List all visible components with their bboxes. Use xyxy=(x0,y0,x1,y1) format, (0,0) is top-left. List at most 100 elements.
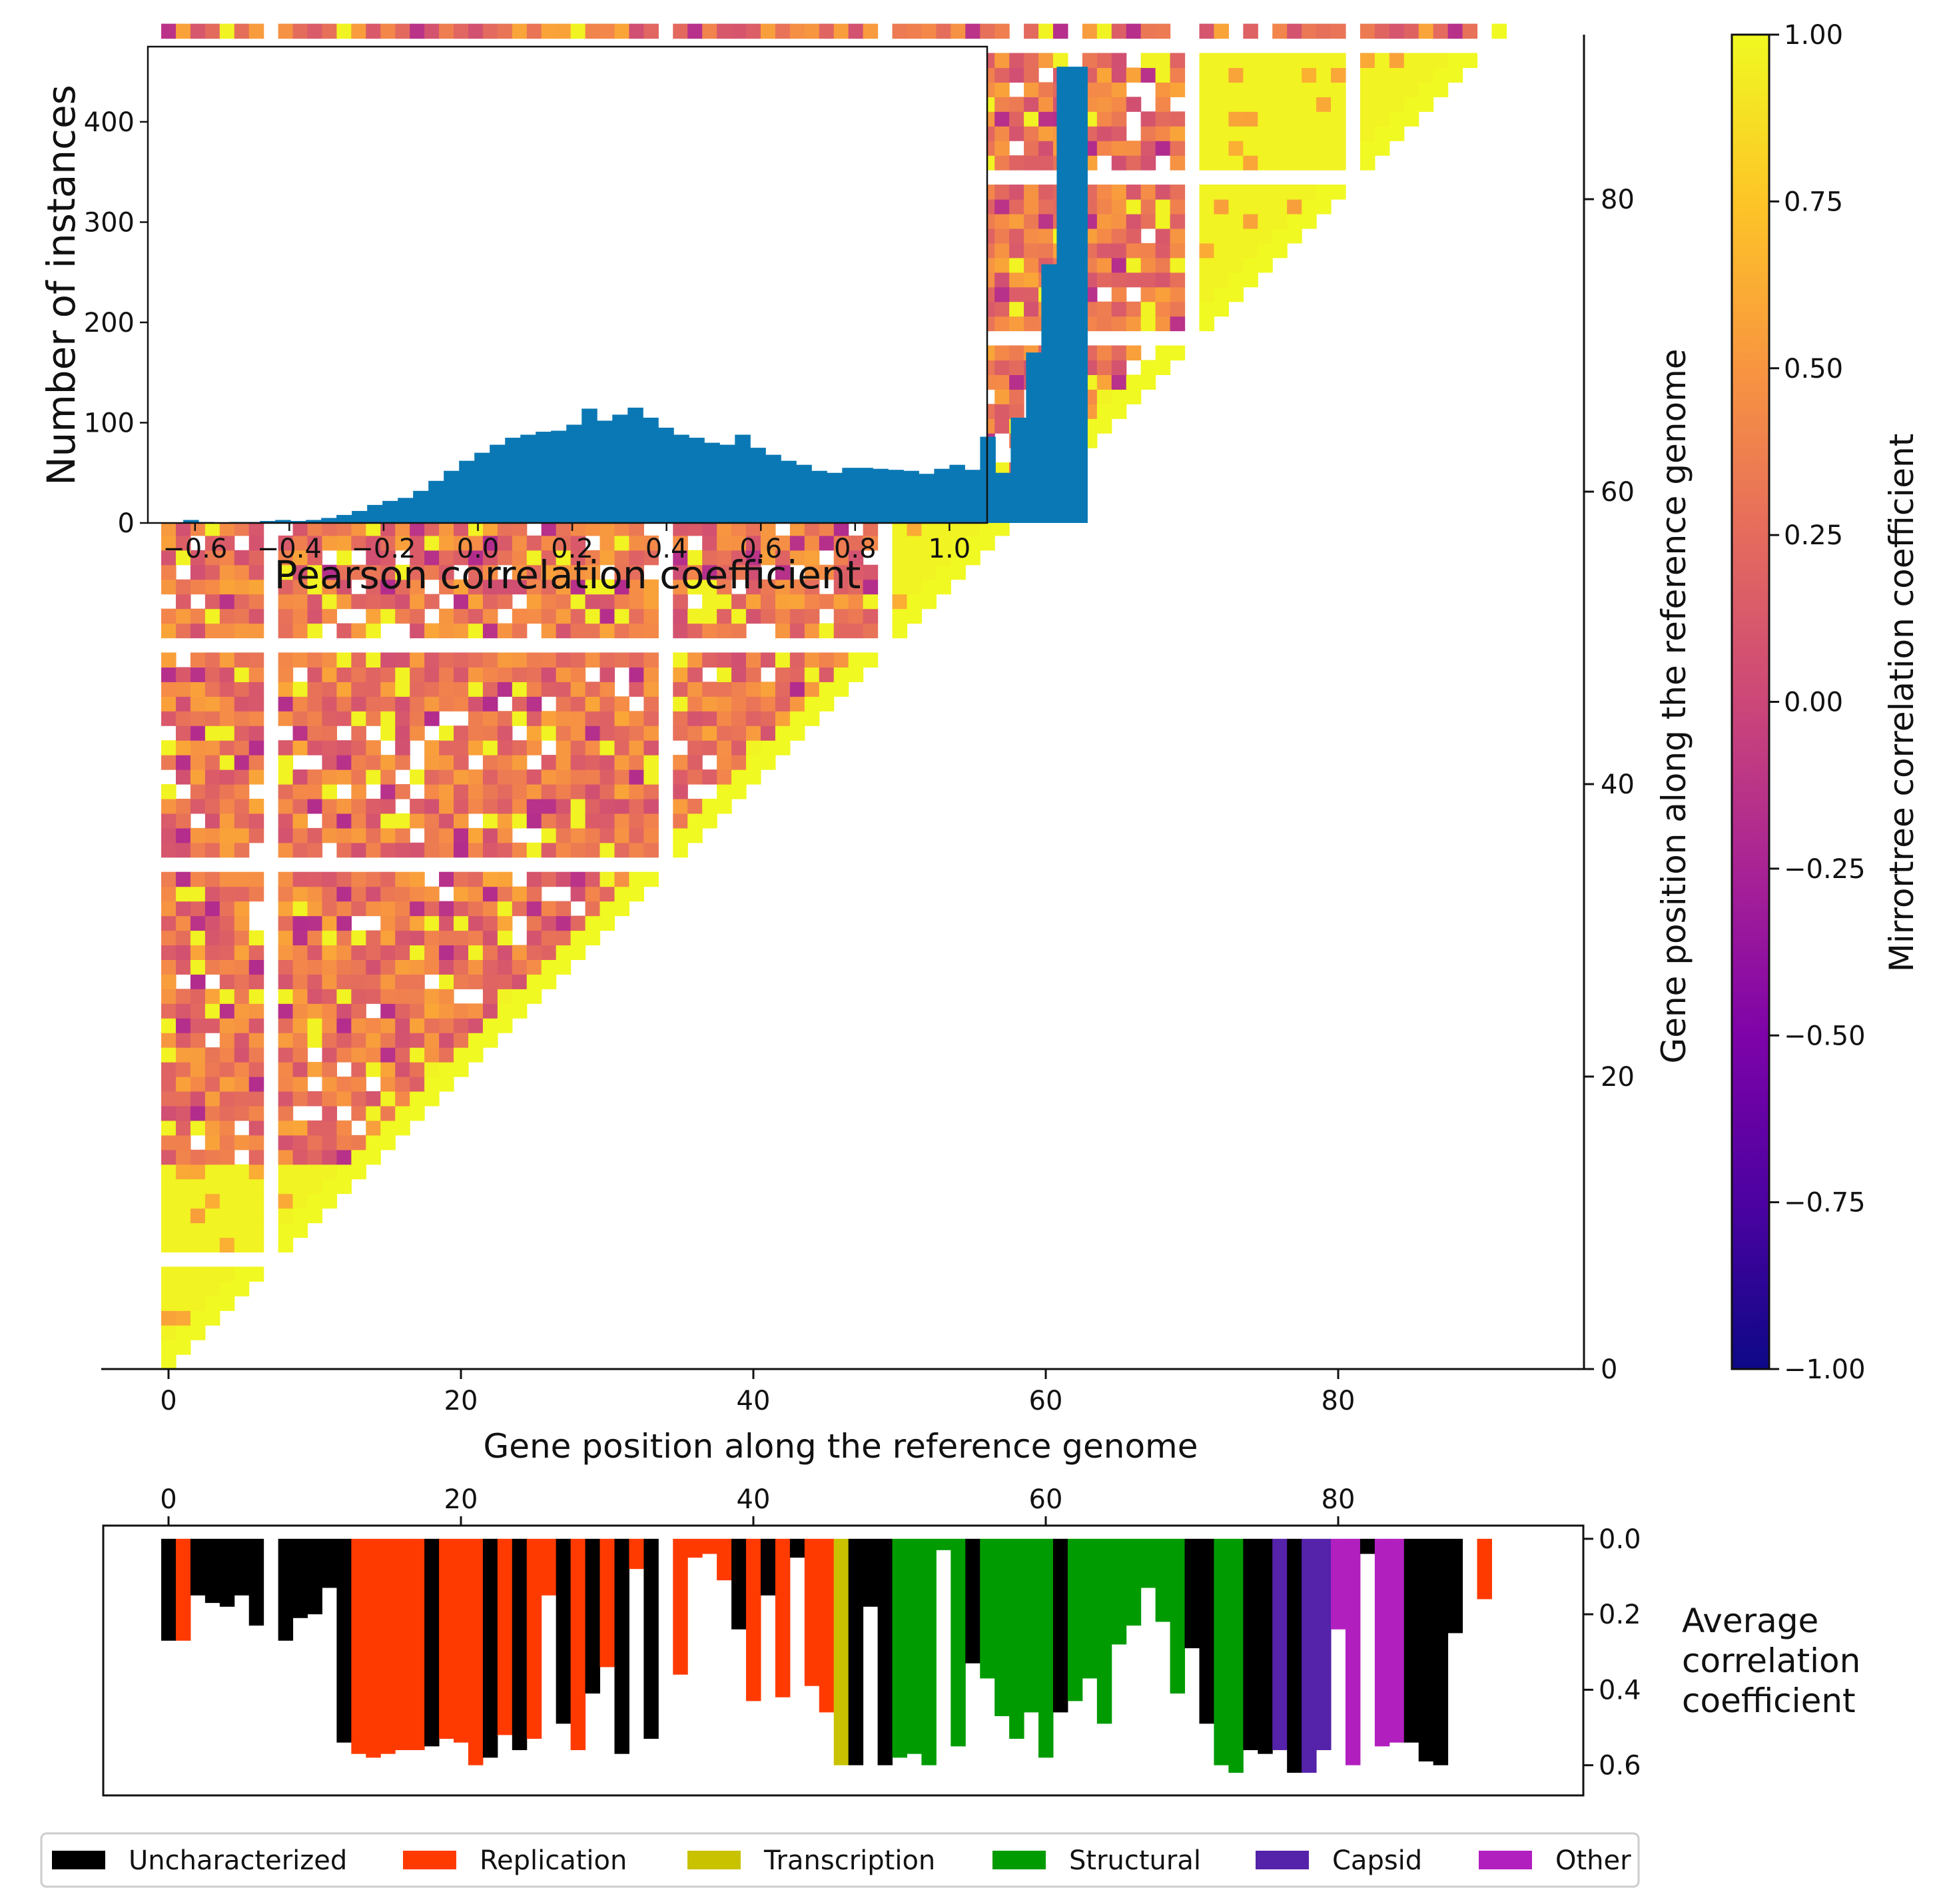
heatmap-cell xyxy=(439,520,454,536)
heatmap-cell xyxy=(190,1266,206,1282)
heatmap-cell xyxy=(643,550,659,566)
heatmap-cell xyxy=(175,740,191,755)
heatmap-cell xyxy=(292,623,308,639)
heatmap-cell xyxy=(366,711,381,726)
heatmap-cell xyxy=(1111,272,1127,288)
heatmap-cell xyxy=(760,594,776,610)
heatmap-cell xyxy=(789,623,805,639)
heatmap-cell xyxy=(395,696,410,712)
heatmap-cell xyxy=(1243,272,1258,288)
heatmap-cell xyxy=(278,1208,294,1224)
heatmap-cell xyxy=(1038,126,1054,141)
heatmap-cell xyxy=(351,1091,366,1107)
heatmap-cell xyxy=(1096,404,1112,419)
heatmap-cell xyxy=(570,711,586,726)
heatmap-cell xyxy=(629,550,644,566)
heatmap-cell xyxy=(556,682,572,697)
heatmap-cell xyxy=(278,711,294,726)
heatmap-cell xyxy=(292,842,308,858)
histogram-bar xyxy=(413,490,429,523)
heatmap-cell xyxy=(439,989,454,1004)
histogram-bar xyxy=(1072,67,1088,524)
heatmap-cell xyxy=(219,1179,235,1194)
heatmap-cell xyxy=(1228,82,1244,97)
heatmap-cell xyxy=(1462,53,1478,69)
heatmap-cell xyxy=(336,579,352,595)
heatmap-cell xyxy=(863,520,879,536)
heatmap-cell xyxy=(322,755,338,770)
heatmap-y-tick-label: 40 xyxy=(1601,769,1635,800)
legend-swatch xyxy=(52,1851,105,1869)
heatmap-cell xyxy=(190,1237,206,1252)
heatmap-cell xyxy=(1170,228,1186,244)
heatmap-cell xyxy=(1302,199,1317,215)
heatmap-cell xyxy=(292,1135,308,1151)
heatmap-cell xyxy=(556,798,572,814)
heatmap-cell xyxy=(190,1296,206,1311)
heatmap-cell xyxy=(380,974,396,989)
heatmap-cell xyxy=(307,725,323,741)
heatmap-cell xyxy=(687,23,703,39)
heatmap-cell xyxy=(570,740,586,755)
heatmap-cell xyxy=(424,901,440,917)
heatmap-cell xyxy=(161,1193,177,1209)
heatmap-cell xyxy=(1360,155,1375,171)
heatmap-cell xyxy=(1389,82,1405,97)
heatmap-cell xyxy=(410,696,425,712)
heatmap-cell xyxy=(804,520,820,536)
heatmap-cell xyxy=(1433,23,1449,39)
heatmap-cell xyxy=(746,564,761,580)
heatmap-cell xyxy=(1214,185,1229,200)
heatmap-cell xyxy=(322,989,338,1004)
heatmap-cell xyxy=(439,1003,454,1019)
heatmap-cell xyxy=(336,623,352,639)
heatmap-cell xyxy=(322,1135,338,1151)
heatmap-cell xyxy=(585,725,601,741)
heatmap-cell xyxy=(161,1222,177,1238)
histogram-bar xyxy=(275,520,291,523)
heatmap-cell xyxy=(1111,374,1127,390)
heatmap-cell xyxy=(556,667,572,682)
heatmap-cell xyxy=(585,901,601,917)
heatmap-cell xyxy=(424,784,440,799)
heatmap-cell xyxy=(366,901,381,917)
heatmap-cell xyxy=(1360,126,1375,141)
heatmap-cell xyxy=(629,623,644,639)
heatmap-cell xyxy=(161,1077,177,1092)
heatmap-cell xyxy=(512,564,528,580)
heatmap-cell xyxy=(161,1135,177,1151)
heatmap-cell xyxy=(454,550,469,566)
heatmap-cell xyxy=(482,564,498,580)
legend-frame xyxy=(40,1832,1640,1888)
histogram-bar xyxy=(796,464,812,523)
heatmap-cell xyxy=(687,652,703,668)
heatmap-cell xyxy=(248,1222,264,1238)
heatmap-cell xyxy=(1199,67,1215,83)
heatmap-cell xyxy=(175,1179,191,1194)
heatmap-cell xyxy=(380,23,396,39)
heatmap-cell xyxy=(380,886,396,902)
heatmap-cell xyxy=(1111,389,1127,404)
histogram-bar xyxy=(290,520,306,523)
heatmap-cell xyxy=(395,682,410,697)
heatmap-cell xyxy=(175,725,191,741)
heatmap-cell xyxy=(1199,82,1215,97)
average-bar xyxy=(1433,1538,1449,1765)
heatmap-cell xyxy=(1024,155,1039,171)
heatmap-cell xyxy=(307,1179,323,1194)
heatmap-cell xyxy=(541,608,557,624)
heatmap-cell xyxy=(278,1237,294,1252)
heatmap-cell xyxy=(468,594,484,610)
heatmap-cell xyxy=(161,1105,177,1121)
heatmap-cell xyxy=(161,930,177,946)
average-y-tick-label: 0.0 xyxy=(1599,1524,1641,1555)
heatmap-cell xyxy=(351,959,366,975)
heatmap-cell xyxy=(204,1018,220,1033)
heatmap-cell xyxy=(307,1091,323,1107)
heatmap-cell xyxy=(921,579,937,595)
average-bar xyxy=(1052,1538,1068,1713)
heatmap-cell xyxy=(746,652,761,668)
heatmap-cell xyxy=(454,520,469,536)
heatmap-cell xyxy=(1302,23,1317,39)
average-bar xyxy=(614,1538,629,1754)
